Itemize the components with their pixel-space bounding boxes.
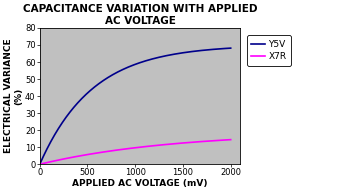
Y5V — [141, 60, 145, 63]
X7R — [224, 139, 228, 141]
X-axis label: APPLIED AC VOLTAGE (mV): APPLIED AC VOLTAGE (mV) — [72, 179, 208, 188]
X7R — [194, 141, 199, 143]
Line: Y5V: Y5V — [40, 48, 231, 164]
X7R — [129, 147, 134, 149]
Line: X7R: X7R — [40, 140, 231, 164]
X7R — [128, 147, 132, 150]
Y5V — [129, 65, 134, 67]
Y5V — [128, 65, 132, 67]
Y5V — [224, 47, 228, 50]
X7R — [229, 138, 233, 141]
X7R — [151, 145, 156, 147]
Y5V — [38, 163, 42, 166]
Legend: Y5V, X7R: Y5V, X7R — [247, 35, 291, 66]
Y-axis label: ELECTRICAL VARIANCE
(%): ELECTRICAL VARIANCE (%) — [4, 39, 23, 153]
Y5V — [194, 50, 199, 52]
X7R — [38, 163, 42, 166]
Title: CAPACITANCE VARIATION WITH APPLIED
AC VOLTAGE: CAPACITANCE VARIATION WITH APPLIED AC VO… — [23, 4, 257, 26]
Y5V — [229, 47, 233, 49]
X7R — [141, 146, 145, 148]
Y5V — [151, 58, 156, 60]
